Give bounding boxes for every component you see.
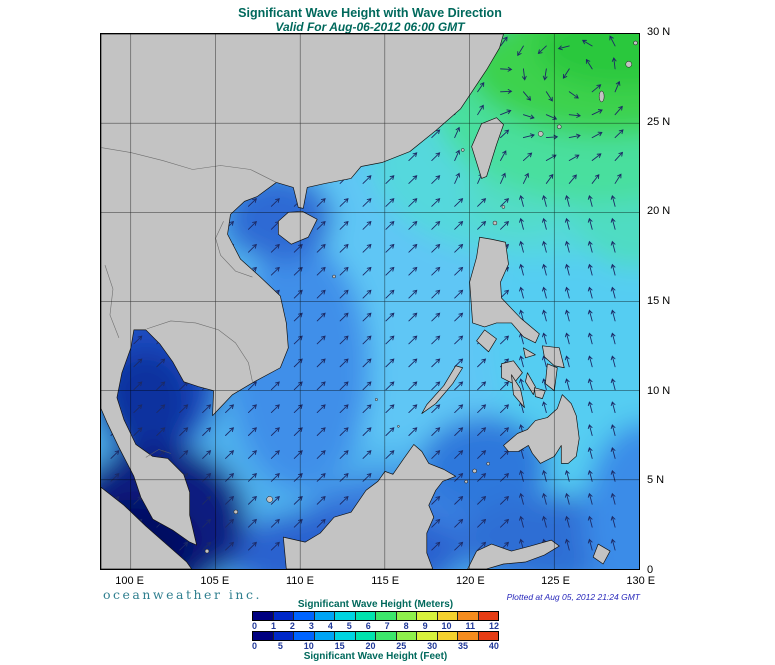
land-sulawesi (467, 539, 560, 569)
plotted-timestamp: Plotted at Aug 05, 2012 21:24 GMT (506, 592, 640, 602)
land-panay (501, 360, 523, 385)
page-title: Significant Wave Height with Wave Direct… (238, 6, 502, 20)
valid-time-subtitle: Valid For Aug-06-2012 06:00 GMT (275, 20, 465, 34)
meters-tick-label: 5 (346, 621, 352, 631)
meters-tick-label: 8 (403, 621, 409, 631)
feet-tick-label: 15 (334, 641, 345, 651)
land-layer (101, 34, 638, 569)
latitude-tick-label: 25 N (647, 115, 671, 128)
latitude-tick-label: 30 N (647, 26, 671, 38)
meters-tick-label: 2 (289, 621, 295, 631)
land-mainland-asia (101, 34, 504, 546)
longitude-tick-label: 130 E (626, 575, 656, 587)
longitude-tick-label: 125 E (541, 575, 570, 587)
meters-tick-label: 3 (308, 621, 314, 631)
legend-meters-label: Significant Wave Height (Meters) (297, 599, 454, 610)
land-halmahera (592, 543, 611, 565)
meters-tick-label: 7 (384, 621, 390, 631)
land-cebu (525, 372, 536, 396)
land-mindanao (503, 394, 580, 464)
feet-tick-label: 30 (427, 641, 438, 651)
land-masbate (523, 347, 536, 359)
land-taiwan (471, 117, 504, 179)
longitude-tick-label: 115 E (371, 575, 400, 587)
graticule-layer (101, 34, 639, 569)
longitude-tick-label: 100 E (115, 575, 144, 587)
latitude-tick-label: 5 N (647, 474, 665, 487)
meters-tick-label: 10 (441, 621, 452, 631)
colorbar-meters-ticks: 0 1 2 3 4 5 6 7 8 9 10 11 12 (252, 621, 499, 631)
oceanweather-logo: oceanweather inc. (103, 587, 262, 602)
land-sumatra (101, 486, 193, 569)
land-luzon (469, 236, 540, 344)
feet-tick-label: 25 (396, 641, 407, 651)
feet-tick-label: 35 (458, 641, 469, 651)
land-borneo (282, 444, 457, 569)
land-mindoro (476, 329, 497, 353)
colorbar-feet-ticks: 0 5 10 15 20 25 30 35 40 (252, 641, 499, 651)
wave-map (100, 33, 640, 570)
colorbar-meters (252, 611, 499, 621)
wave-map-svg (101, 34, 639, 569)
latitude-axis: 30 N 25 N 20 N 15 N 10 N 5 N 0 (647, 27, 670, 576)
colorbar-feet (252, 631, 499, 641)
latitude-tick-label: 20 N (647, 205, 671, 218)
meters-tick-label: 0 (252, 621, 258, 631)
feet-tick-label: 5 (277, 641, 283, 651)
meters-tick-label: 12 (488, 621, 499, 631)
longitude-tick-label: 110 E (286, 575, 314, 587)
meters-tick-label: 6 (365, 621, 371, 631)
longitude-tick-label: 105 E (200, 575, 230, 587)
feet-tick-label: 40 (488, 641, 499, 651)
land-palawan (421, 365, 464, 414)
latitude-tick-label: 0 (647, 563, 654, 576)
meters-tick-label: 1 (270, 621, 276, 631)
latitude-tick-label: 15 N (647, 294, 671, 307)
longitude-tick-label: 120 E (455, 575, 485, 587)
longitude-axis: 100 E 105 E 110 E 115 E 120 E 125 E 130 E (87, 575, 683, 587)
feet-tick-label: 20 (365, 641, 376, 651)
feet-tick-label: 10 (303, 641, 314, 651)
meters-tick-label: 9 (422, 621, 428, 631)
land-samar (542, 345, 565, 369)
latitude-tick-label: 10 N (647, 384, 671, 397)
feet-tick-label: 0 (252, 641, 258, 651)
meters-tick-label: 4 (327, 621, 333, 631)
land-negros (511, 374, 525, 408)
meters-tick-label: 11 (465, 621, 475, 631)
small-islands (204, 40, 638, 554)
legend-feet-label: Significant Wave Height (Feet) (303, 651, 448, 662)
